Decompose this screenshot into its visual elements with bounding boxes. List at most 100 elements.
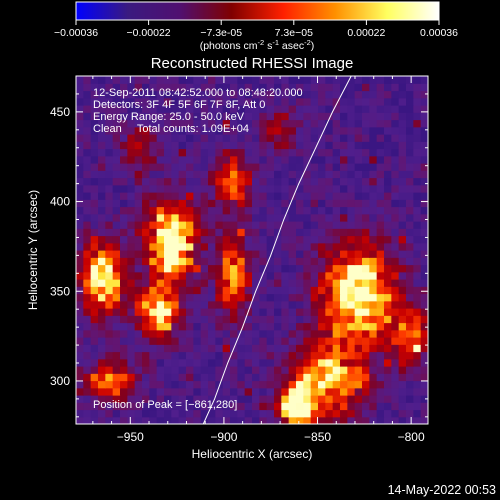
heatmap-cell — [244, 242, 253, 251]
heatmap-cell — [237, 112, 246, 121]
heatmap-cell — [215, 257, 224, 266]
heatmap-cell — [296, 250, 304, 258]
heatmap-cell — [303, 206, 312, 215]
heatmap-cell — [208, 402, 216, 411]
heatmap-cell — [98, 90, 106, 99]
heatmap-cell — [252, 206, 260, 215]
heatmap-cell — [156, 308, 165, 316]
heatmap-cell — [252, 358, 260, 367]
heatmap-cell — [376, 90, 385, 99]
heatmap-cell — [362, 90, 370, 99]
heatmap-cell — [186, 105, 194, 113]
heatmap-cell — [420, 126, 428, 135]
heatmap-cell — [376, 177, 385, 186]
heatmap-cell — [222, 293, 231, 302]
heatmap-cell — [362, 358, 370, 367]
heatmap-cell — [193, 308, 202, 316]
heatmap-cell — [149, 206, 158, 215]
heatmap-cell — [259, 90, 268, 99]
heatmap-cell — [369, 213, 378, 222]
heatmap-cell — [259, 134, 268, 142]
heatmap-cell — [112, 97, 121, 106]
heatmap-cell — [406, 315, 414, 324]
heatmap-cell — [200, 308, 209, 316]
heatmap-cell — [303, 184, 312, 193]
heatmap-cell — [193, 322, 202, 331]
heatmap-cell — [288, 315, 297, 324]
heatmap-cell — [376, 206, 385, 215]
colorbar-strip — [75, 1, 440, 21]
heatmap-cell — [230, 199, 238, 208]
heatmap-cell — [318, 177, 326, 186]
heatmap-cell — [318, 257, 326, 266]
heatmap-cell — [178, 242, 187, 251]
heatmap-cell — [391, 308, 400, 316]
heatmap-cell — [274, 170, 282, 179]
heatmap-cell — [105, 192, 114, 200]
heatmap-cell — [303, 402, 312, 411]
heatmap-cell — [90, 257, 99, 266]
heatmap-cell — [171, 337, 180, 345]
heatmap-cell — [288, 373, 297, 382]
heatmap-cell — [76, 199, 84, 208]
heatmap-cell — [413, 235, 422, 244]
heatmap-cell — [222, 213, 231, 222]
heatmap-cell — [281, 322, 290, 331]
heatmap-cell — [208, 83, 216, 92]
heatmap-cell — [310, 170, 319, 179]
heatmap-cell — [332, 170, 341, 179]
heatmap-cell — [288, 76, 297, 84]
heatmap-cell — [362, 192, 370, 200]
heatmap-cell — [193, 76, 202, 84]
heatmap-cell — [274, 373, 282, 382]
heatmap-cell — [340, 286, 348, 295]
heatmap-cell — [244, 286, 253, 295]
heatmap-cell — [413, 351, 422, 360]
heatmap-cell — [208, 308, 216, 316]
heatmap-cell — [274, 380, 282, 389]
heatmap-cell — [171, 148, 180, 157]
heatmap-cell — [266, 293, 275, 302]
heatmap-cell — [230, 170, 238, 179]
heatmap-cell — [215, 373, 224, 382]
heatmap-cell — [208, 373, 216, 382]
heatmap-cell — [259, 351, 268, 360]
heatmap-cell — [98, 250, 106, 258]
heatmap-cell — [222, 257, 231, 266]
heatmap-cell — [376, 105, 385, 113]
heatmap-cell — [391, 170, 400, 179]
heatmap-cell — [332, 402, 341, 411]
heatmap-cell — [83, 170, 92, 179]
heatmap-cell — [384, 344, 392, 353]
heatmap-cell — [340, 242, 348, 251]
heatmap-cell — [303, 250, 312, 258]
heatmap-cell — [164, 105, 172, 113]
heatmap-cell — [112, 83, 121, 92]
heatmap-cell — [391, 119, 400, 128]
heatmap-cell — [208, 155, 216, 164]
heatmap-cell — [420, 366, 428, 374]
heatmap-cell — [149, 221, 158, 229]
heatmap-cell — [237, 242, 246, 251]
heatmap-cell — [76, 192, 84, 200]
heatmap-cell — [76, 395, 84, 403]
annotation-time-range: 12-Sep-2011 08:42:52.000 to 08:48:20.000 — [93, 87, 303, 99]
heatmap-cell — [325, 344, 334, 353]
heatmap-cell — [193, 402, 202, 411]
heatmap-cell — [90, 337, 99, 345]
heatmap-cell — [406, 395, 414, 403]
heatmap-cell — [164, 387, 172, 396]
heatmap-cell — [134, 235, 143, 244]
heatmap-cell — [340, 402, 348, 411]
heatmap-cell — [120, 177, 128, 186]
heatmap-cell — [149, 358, 158, 367]
heatmap-cell — [391, 257, 400, 266]
heatmap-cell — [244, 395, 253, 403]
heatmap-cell — [391, 337, 400, 345]
heatmap-cell — [178, 315, 187, 324]
heatmap-cell — [384, 126, 392, 135]
heatmap-cell — [127, 141, 136, 150]
heatmap-cell — [230, 395, 238, 403]
heatmap-cell — [413, 126, 422, 135]
heatmap-cell — [215, 97, 224, 106]
